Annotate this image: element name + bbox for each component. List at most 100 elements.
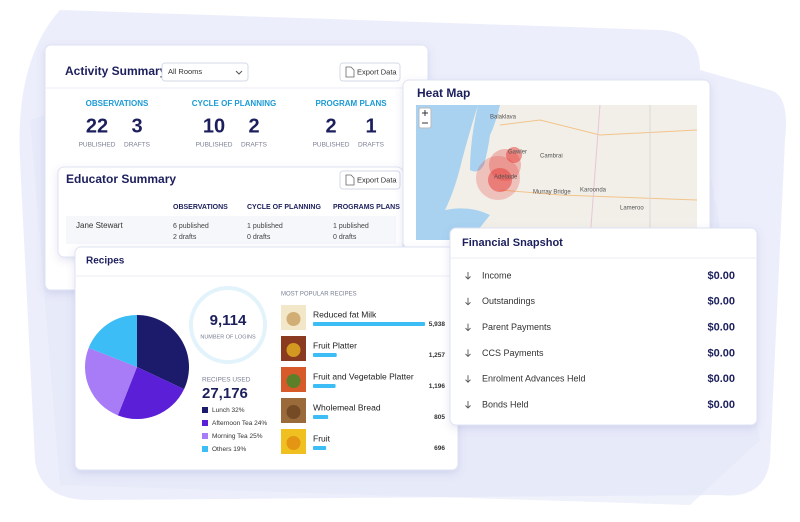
stat-label: PUBLISHED (196, 142, 233, 149)
popular-title: MOST POPULAR RECIPES (281, 292, 357, 298)
legend-label: Morning Tea 25% (212, 433, 263, 440)
stat-label: PUBLISHED (313, 142, 350, 149)
recipe-name: Wholemeal Bread (313, 402, 381, 412)
recipe-name: Fruit and Vegetable Platter (313, 371, 414, 381)
group-title: PROGRAM PLANS (315, 99, 387, 108)
group-title: CYCLE OF PLANNING (192, 99, 276, 108)
place-label: Karoonda (580, 188, 607, 194)
map-road (589, 104, 601, 241)
dropdown-caret (235, 70, 243, 75)
row-value: $0.00 (707, 322, 735, 334)
stat-label: DRAFTS (124, 142, 151, 149)
logins-value: 9,114 (210, 312, 247, 329)
recipe-bar (313, 384, 336, 388)
column-header: CYCLE OF PLANNING (247, 204, 321, 211)
export-label: Export Data (357, 67, 397, 76)
cell-text: 0 drafts (247, 234, 271, 241)
row-label: Enrolment Advances Held (482, 374, 586, 384)
stat-value: 1 (365, 115, 376, 137)
legend-swatch (202, 433, 208, 439)
arrow-icon (465, 401, 471, 409)
stat-label: PUBLISHED (79, 142, 116, 149)
recipe-count: 805 (434, 414, 445, 421)
zoom-icons (422, 110, 428, 124)
recipes-used-value: 27,176 (202, 385, 248, 402)
group-title: OBSERVATIONS (86, 99, 149, 108)
legend-label: Lunch 32% (212, 407, 245, 414)
stat-value: 22 (86, 115, 108, 137)
row-value: $0.00 (707, 373, 735, 385)
row-value: $0.00 (707, 347, 735, 359)
pie-slice (117, 367, 185, 419)
map-water (416, 105, 490, 240)
financial-snapshot-card (449, 227, 758, 426)
room-filter[interactable] (161, 62, 249, 82)
recipe-image-detail (286, 374, 301, 388)
recipe-bar (313, 353, 337, 357)
pie-slice (85, 347, 137, 416)
stat-label: DRAFTS (241, 142, 268, 149)
export-button[interactable] (339, 62, 401, 82)
place-label: Lameroo (620, 206, 644, 212)
pie-slice (88, 315, 137, 367)
recipe-image-detail (286, 343, 301, 357)
recipe-count: 1,257 (429, 352, 446, 359)
logins-label: NUMBER OF LOGINS (200, 334, 256, 340)
table-row (66, 216, 396, 244)
map-road (499, 119, 698, 136)
educator-name: Jane Stewart (76, 221, 123, 230)
row-label: CCS Payments (482, 348, 544, 358)
row-label: Parent Payments (482, 322, 552, 332)
column-header: PROGRAMS PLANS (333, 204, 400, 211)
arrow-icon (465, 349, 471, 358)
arrow-icon (465, 297, 471, 306)
row-value: $0.00 (707, 270, 735, 282)
legend-swatch (202, 446, 208, 452)
export-button[interactable] (339, 170, 401, 190)
stat-value: 10 (203, 115, 225, 137)
export-icon (345, 66, 355, 78)
recipe-count: 5,938 (429, 321, 446, 328)
card-title: Heat Map (417, 86, 470, 100)
heat-spot (506, 147, 522, 163)
recipes-used-label: RECIPES USED (202, 377, 251, 384)
cell-text: 1 published (247, 223, 283, 230)
card-title: Financial Snapshot (462, 237, 563, 249)
export-label: Export Data (357, 175, 397, 184)
recipe-name: Fruit Platter (313, 340, 357, 350)
column-header: OBSERVATIONS (173, 204, 228, 211)
stat-label: DRAFTS (358, 142, 385, 149)
row-label: Outstandings (482, 296, 536, 306)
recipe-bar (313, 446, 327, 450)
stat-value: 3 (131, 115, 142, 137)
row-label: Bonds Held (482, 399, 529, 409)
logins-ring (189, 286, 267, 364)
stat-value: 2 (248, 115, 259, 137)
arrow-icon (465, 323, 471, 332)
export-icon (345, 174, 355, 186)
room-filter-label: All Rooms (168, 67, 202, 76)
place-label: Adelaide (494, 175, 518, 181)
place-label: Balaklava (490, 115, 517, 121)
map-water (470, 105, 500, 172)
recipe-image-detail (286, 312, 301, 326)
card-title: Activity Summary (65, 64, 167, 78)
place-label: Murray Bridge (533, 190, 571, 196)
place-label: Cambrai (540, 154, 563, 160)
row-value: $0.00 (707, 296, 735, 308)
place-label: Gawler (508, 150, 527, 156)
stat-value: 2 (325, 115, 336, 137)
recipe-name: Fruit (313, 433, 331, 443)
recipe-image-detail (286, 436, 301, 450)
cell-text: 0 drafts (333, 234, 357, 241)
row-label: Income (482, 270, 512, 280)
recipe-count: 696 (434, 445, 445, 452)
recipe-name: Reduced fat Milk (313, 309, 377, 319)
arrow-icon (465, 375, 471, 383)
cell-text: 2 drafts (173, 234, 197, 241)
pie-slice (137, 315, 189, 390)
legend-label: Afternoon Tea 24% (212, 420, 267, 427)
legend-swatch (202, 407, 208, 413)
